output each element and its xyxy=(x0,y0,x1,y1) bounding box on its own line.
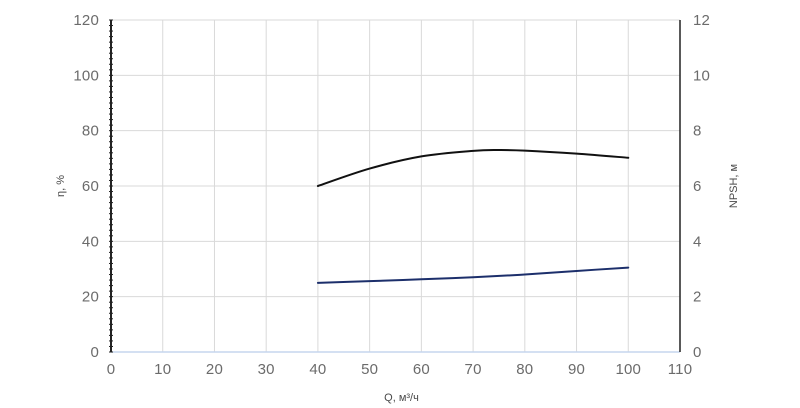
y-right-tick-label: 2 xyxy=(693,289,702,306)
y-left-tick-label: 80 xyxy=(82,123,99,140)
npsh-curve xyxy=(316,266,630,284)
y-right-tick-label: 10 xyxy=(693,67,710,84)
x-tick-label: 90 xyxy=(568,361,585,378)
y-left-tick-label: 60 xyxy=(82,178,99,195)
x-tick-label: 40 xyxy=(309,361,326,378)
x-tick-label: 30 xyxy=(258,361,275,378)
y-axis-right-title: NPSH, м xyxy=(728,164,740,208)
y-right-tick-label: 8 xyxy=(693,123,702,140)
grid xyxy=(111,19,681,352)
y-axis-left-title: η, % xyxy=(55,175,67,197)
y-right-tick-label: 0 xyxy=(693,344,702,361)
y-left-tick-label: 40 xyxy=(82,233,99,250)
y-left-tick-label: 0 xyxy=(90,344,99,361)
y-left-tick-label: 100 xyxy=(73,67,99,84)
y-right-tick-label: 12 xyxy=(693,12,710,29)
series-lines xyxy=(316,149,630,284)
y-right-tick-label: 6 xyxy=(693,178,702,195)
efficiency-curve xyxy=(316,149,630,187)
x-tick-label: 50 xyxy=(361,361,378,378)
y-left-tick-label: 120 xyxy=(73,12,99,29)
x-tick-label: 100 xyxy=(615,361,641,378)
x-tick-label: 10 xyxy=(154,361,171,378)
y-left-tick-label: 20 xyxy=(82,289,99,306)
x-tick-label: 20 xyxy=(206,361,223,378)
axes xyxy=(109,19,681,353)
y-right-tick-label: 4 xyxy=(693,233,702,250)
x-axis-title: Q, м³/ч xyxy=(384,392,419,404)
x-tick-label: 110 xyxy=(668,361,693,378)
tick-labels: 0 10 20 30 40 50 60 70 80 90 100 110020406080100120… xyxy=(73,12,710,378)
x-tick-label: 60 xyxy=(413,361,430,378)
x-tick-label: 70 xyxy=(465,361,482,378)
x-tick-label: 0 xyxy=(107,361,116,378)
x-tick-label: 80 xyxy=(516,361,533,378)
